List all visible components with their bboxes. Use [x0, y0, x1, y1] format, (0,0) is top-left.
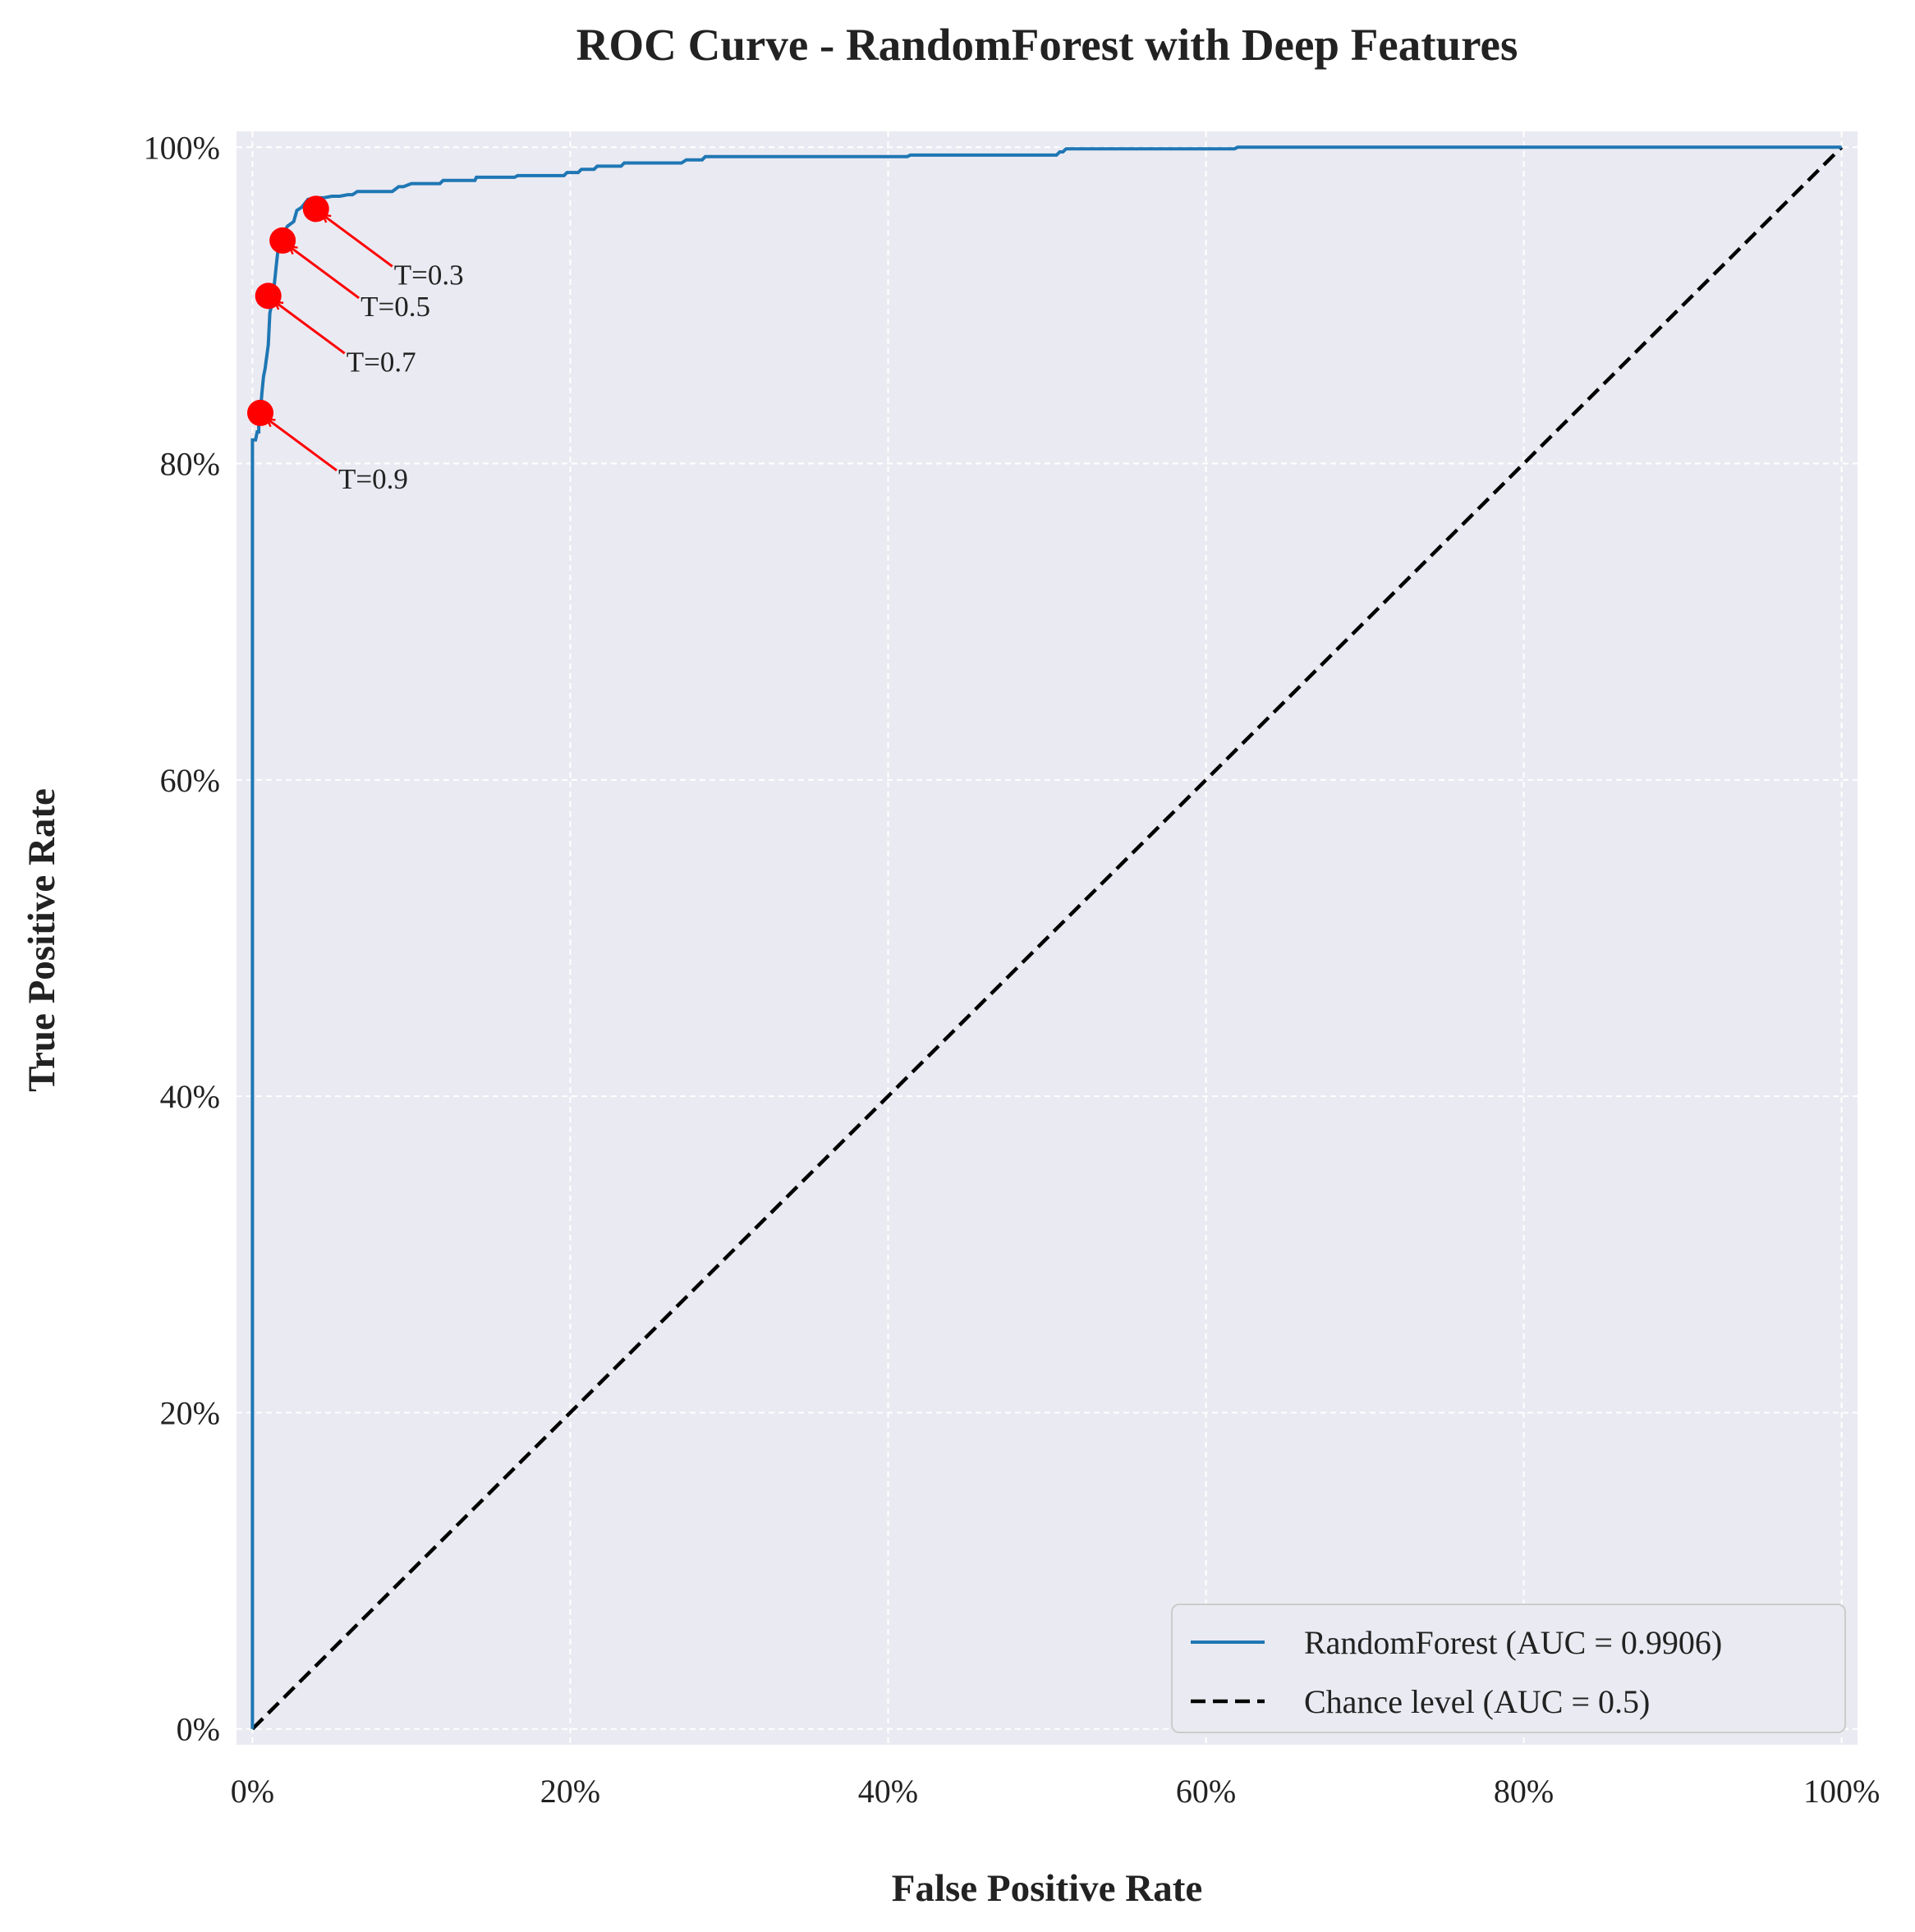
chart-title: ROC Curve - RandomForest with Deep Featu…: [576, 20, 1518, 70]
threshold-arrow: [275, 302, 346, 355]
threshold-point: [269, 227, 296, 254]
y-tick-label: 80%: [160, 446, 220, 483]
threshold-label: T=0.5: [360, 291, 430, 323]
threshold-label: T=0.7: [347, 346, 416, 378]
threshold-arrow: [289, 246, 360, 300]
y-tick-label: 100%: [144, 129, 220, 166]
threshold-arrow: [323, 215, 393, 268]
y-tick-label: 60%: [160, 762, 220, 799]
threshold-arrow: [267, 419, 338, 472]
threshold-label: T=0.9: [338, 463, 408, 495]
y-tick-label: 0%: [177, 1711, 220, 1748]
x-tick-label: 20%: [540, 1773, 600, 1810]
x-tick-label: 60%: [1176, 1773, 1236, 1810]
threshold-point: [247, 399, 274, 426]
y-tick-label: 20%: [160, 1394, 220, 1431]
x-tick-label: 40%: [858, 1773, 918, 1810]
x-tick-label: 80%: [1494, 1773, 1554, 1810]
x-grid: [251, 131, 1843, 1745]
x-axis-label: False Positive Rate: [892, 1867, 1203, 1910]
legend: RandomForest (AUC = 0.9906) Chance level…: [1171, 1604, 1846, 1733]
threshold-point: [255, 282, 282, 310]
threshold-labels: T=0.9 T=0.7 T=0.5T=0.3: [338, 259, 464, 495]
legend-box: [1171, 1604, 1846, 1733]
threshold-arrows: [267, 215, 393, 472]
legend-chance-label: Chance level (AUC = 0.5): [1304, 1683, 1650, 1720]
roc-curve-line: [250, 145, 1842, 1729]
x-tick-label: 100%: [1803, 1773, 1880, 1810]
threshold-points: [247, 195, 329, 426]
y-axis-label: True Positive Rate: [21, 788, 63, 1092]
legend-roc-label: RandomForest (AUC = 0.9906): [1304, 1624, 1722, 1661]
x-tick-labels: 0% 20% 40% 60% 80% 100%: [231, 1773, 1881, 1810]
threshold-point: [302, 195, 329, 223]
y-tick-labels: 0% 20% 40% 60% 80% 100%: [144, 129, 220, 1747]
chance-level-line: [250, 145, 1844, 1731]
x-tick-label: 0%: [231, 1773, 274, 1810]
threshold-label: T=0.3: [394, 259, 464, 291]
y-tick-label: 40%: [160, 1078, 220, 1115]
